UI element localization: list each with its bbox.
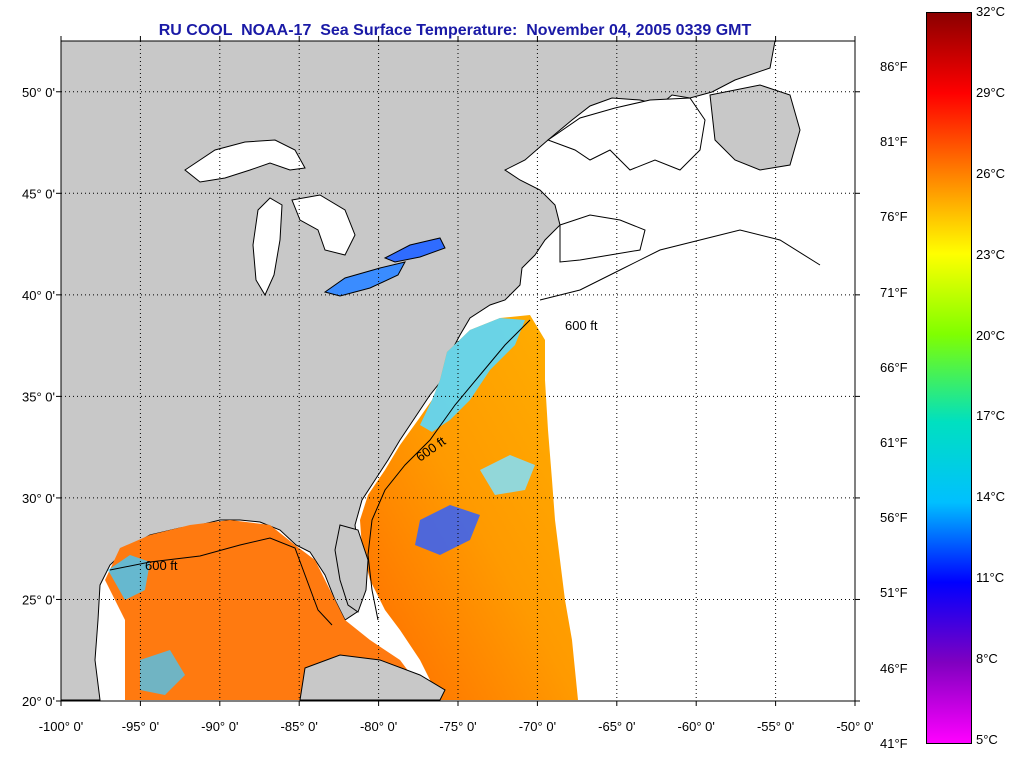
lat-tick-label: 20° 0' <box>22 694 55 709</box>
lon-tick-label: -85° 0' <box>281 719 318 734</box>
colorbar-celsius-label: 17°C <box>976 408 1006 424</box>
isobath-600ft-canada <box>539 229 821 301</box>
sst-nearshore-cool <box>420 318 525 432</box>
lon-tick-label: -100° 0' <box>39 719 84 734</box>
bay-of-fundy <box>559 214 646 263</box>
lon-tick-label: -50° 0' <box>836 719 873 734</box>
colorbar-celsius-label: 5°C <box>976 732 998 747</box>
lon-tick-label: -75° 0' <box>439 719 476 734</box>
colorbar-celsius-label: 23°C <box>976 246 1006 262</box>
isobath-label: 600 ft <box>145 558 178 573</box>
colorbar-celsius-label: 8°C <box>976 651 998 667</box>
colorbar-fahrenheit-label: 46°F <box>880 660 908 676</box>
newfoundland <box>709 84 801 171</box>
cuba <box>299 654 446 701</box>
colorbar-celsius-label: 29°C <box>976 84 1006 100</box>
lon-tick-label: -55° 0' <box>757 719 794 734</box>
lat-tick-label: 35° 0' <box>22 389 55 404</box>
isobath-600ft-gulf <box>109 537 333 626</box>
lat-tick-label: 45° 0' <box>22 186 55 201</box>
colorbar-celsius-label: 26°C <box>976 165 1006 181</box>
lon-tick-label: -60° 0' <box>678 719 715 734</box>
isobath-600ft-atlantic <box>367 319 531 621</box>
lake-huron <box>291 194 356 256</box>
colorbar-celsius-label: 20°C <box>976 327 1006 343</box>
isobath-label: 600 ft <box>565 318 598 333</box>
colorbar-fahrenheit-label: 81°F <box>880 134 908 150</box>
colorbar-celsius-label: 14°C <box>976 489 1006 505</box>
lat-tick-label: 50° 0' <box>22 85 55 100</box>
colorbar-fahrenheit-label: 41°F <box>880 735 908 751</box>
sst-gulf-cool-2 <box>140 650 185 695</box>
colorbar-fahrenheit-label: 86°F <box>880 59 908 74</box>
lat-tick-label: 30° 0' <box>22 491 55 506</box>
gulf-st-lawrence <box>546 97 706 171</box>
lon-tick-label: -70° 0' <box>519 719 556 734</box>
lake-ontario <box>383 237 446 263</box>
sst-swath-gulf <box>105 520 430 700</box>
colorbar-fahrenheit-label: 76°F <box>880 209 908 225</box>
temperature-colorbar <box>926 12 972 744</box>
lon-tick-label: -65° 0' <box>598 719 635 734</box>
colorbar-celsius-label: 32°C <box>976 4 1006 19</box>
sst-gulf-cool <box>108 555 150 600</box>
lake-michigan <box>252 197 283 297</box>
map-axes: -100° 0' -95° 0' -90° 0' -85° 0' -80° 0' -75°… <box>22 36 874 734</box>
map-title: RU COOL NOAA-17 Sea Surface Temperature:… <box>158 22 752 39</box>
colorbar-fahrenheit-label: 51°F <box>880 585 908 601</box>
lake-superior <box>184 139 306 183</box>
colorbar-fahrenheit-label: 61°F <box>880 435 908 450</box>
sst-cool-patch <box>415 505 480 555</box>
colorbar-fahrenheit-label: 56°F <box>880 510 908 526</box>
lon-tick-label: -90° 0' <box>201 719 238 734</box>
colorbar-fahrenheit-label: 71°F <box>880 284 908 300</box>
lon-tick-label: -80° 0' <box>360 719 397 734</box>
sst-map: -100° 0' -95° 0' -90° 0' -85° 0' -80° 0' -75°… <box>22 36 874 734</box>
colorbar-fahrenheit-label: 66°F <box>880 359 908 375</box>
lat-tick-label: 40° 0' <box>22 288 55 303</box>
lat-tick-label: 25° 0' <box>22 592 55 607</box>
florida-peninsula <box>334 524 369 613</box>
colorbar-celsius-label: 11°C <box>976 570 1005 586</box>
graticule <box>61 41 855 701</box>
lon-tick-label: -95° 0' <box>122 719 159 734</box>
sst-cool-patch-2 <box>480 455 535 495</box>
sst-swath-atlantic <box>360 315 578 700</box>
